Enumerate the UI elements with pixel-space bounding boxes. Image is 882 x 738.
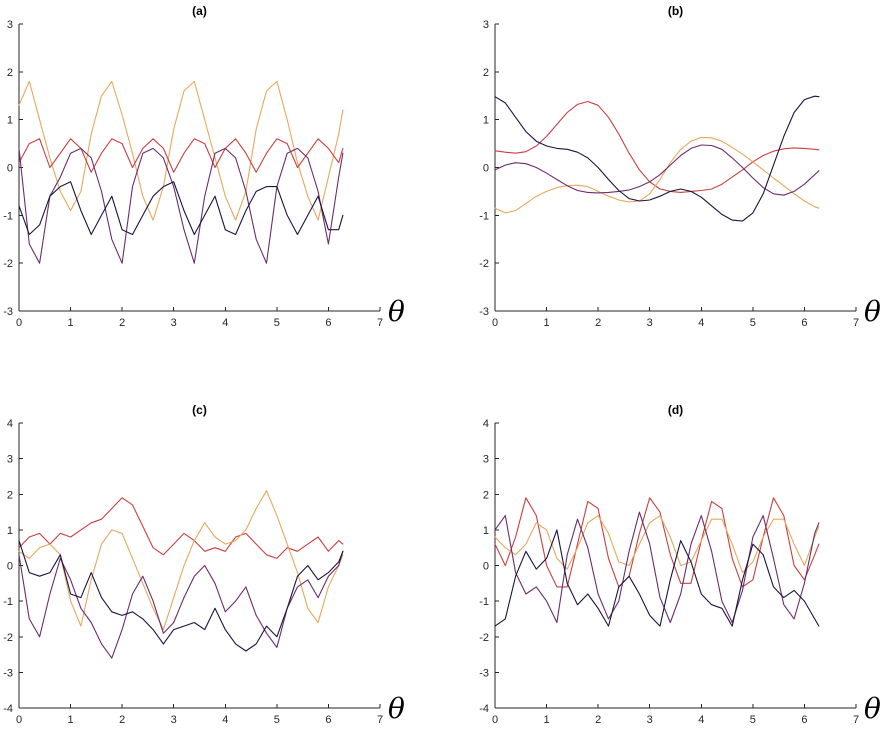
y-tick-label: -1 [479, 596, 489, 608]
y-tick-label: 0 [483, 163, 489, 175]
x-tick-label: 2 [119, 317, 125, 329]
x-tick-label: 1 [68, 317, 74, 329]
panel-c: 0 1 2 3 4 5 6 7 -4 -3 -2 -1 0 1 2 3 4 (c) θ [3, 403, 405, 726]
series-line-1 [18, 80, 344, 221]
series-line-1 [494, 100, 820, 193]
x-tick-label: 4 [222, 317, 228, 329]
x-tick-label: 1 [544, 317, 550, 329]
x-tick-label: 6 [325, 317, 331, 329]
x-tick-label: 0 [492, 317, 498, 329]
series-line-3 [494, 144, 820, 196]
y-tick-label: 4 [7, 418, 13, 430]
x-tick-label: 3 [171, 317, 177, 329]
y-tick-label: 1 [483, 525, 489, 537]
x-tick-label: 1 [68, 714, 74, 726]
x-axis-label: θ [864, 692, 881, 725]
x-tick-label: 2 [119, 714, 125, 726]
x-tick-label: 7 [853, 714, 859, 726]
y-tick-label: 3 [7, 454, 13, 466]
y-tick-label: 2 [7, 489, 13, 501]
x-tick-label: 5 [750, 317, 756, 329]
panel-title: (a) [192, 4, 207, 18]
y-tick-label: 3 [483, 19, 489, 31]
x-tick-label: 7 [853, 317, 859, 329]
y-tick-label: 2 [7, 67, 13, 79]
y-tick-label: -4 [3, 703, 13, 715]
y-tick-label: -1 [3, 596, 13, 608]
x-tick-label: 0 [492, 714, 498, 726]
series-line-2 [494, 515, 820, 574]
y-tick-label: -1 [479, 210, 489, 222]
x-tick-label: 1 [544, 714, 550, 726]
series-line-1 [18, 497, 344, 559]
y-tick-label: -3 [3, 306, 13, 318]
y-tick-label: 1 [483, 115, 489, 127]
panel-d: 0 1 2 3 4 5 6 7 -4 -3 -2 -1 0 1 2 3 4 (d) θ [479, 403, 881, 726]
y-tick-label: 3 [483, 454, 489, 466]
y-tick-label: -3 [3, 667, 13, 679]
series-line-2 [18, 490, 344, 631]
x-tick-label: 2 [595, 317, 601, 329]
x-tick-label: 0 [16, 317, 22, 329]
panel-title: (d) [668, 403, 683, 417]
y-tick-label: -4 [479, 703, 489, 715]
x-tick-label: 5 [750, 714, 756, 726]
x-tick-label: 4 [698, 714, 704, 726]
x-axis-label: θ [864, 295, 881, 328]
panel-a: 0 1 2 3 4 5 6 7 -3 -2 -1 0 1 2 3 (a) θ [3, 4, 405, 329]
x-tick-label: 5 [274, 714, 280, 726]
x-tick-label: 7 [377, 317, 383, 329]
y-tick-label: -2 [479, 258, 489, 270]
y-tick-label: -2 [3, 258, 13, 270]
x-tick-label: 3 [647, 714, 653, 726]
y-tick-label: 1 [7, 115, 13, 127]
x-tick-label: 4 [222, 714, 228, 726]
x-tick-label: 5 [274, 317, 280, 329]
x-axis-label: θ [388, 692, 405, 725]
y-tick-label: 0 [483, 561, 489, 573]
series-line-3 [494, 511, 820, 624]
x-tick-label: 6 [801, 317, 807, 329]
y-tick-label: 3 [7, 19, 13, 31]
y-tick-label: -1 [3, 210, 13, 222]
panel-title: (c) [192, 403, 207, 417]
y-tick-label: 1 [7, 525, 13, 537]
series-line-4 [18, 181, 344, 236]
y-tick-label: 0 [7, 163, 13, 175]
series-line-2 [18, 138, 344, 173]
series-line-4 [494, 529, 820, 627]
y-tick-label: 2 [483, 67, 489, 79]
series-line-4 [18, 540, 344, 652]
x-tick-label: 4 [698, 317, 704, 329]
y-tick-label: -2 [3, 632, 13, 644]
series-line-4 [494, 95, 820, 222]
series-line-3 [18, 147, 344, 264]
x-tick-label: 6 [801, 714, 807, 726]
y-tick-label: -3 [479, 306, 489, 318]
x-tick-label: 2 [595, 714, 601, 726]
y-tick-label: -2 [479, 632, 489, 644]
x-tick-label: 7 [377, 714, 383, 726]
x-tick-label: 3 [171, 714, 177, 726]
x-axis-label: θ [388, 295, 405, 328]
y-tick-label: 4 [483, 418, 489, 430]
y-tick-label: 2 [483, 489, 489, 501]
y-tick-label: -3 [479, 667, 489, 679]
x-tick-label: 0 [16, 714, 22, 726]
series-line-3 [18, 550, 344, 659]
panel-title: (b) [668, 4, 683, 18]
x-tick-label: 6 [325, 714, 331, 726]
panel-b: 0 1 2 3 4 5 6 7 -3 -2 -1 0 1 2 3 (b) θ [479, 4, 881, 329]
x-tick-label: 3 [647, 317, 653, 329]
series-line-1 [494, 497, 820, 588]
y-tick-label: 0 [7, 561, 13, 573]
